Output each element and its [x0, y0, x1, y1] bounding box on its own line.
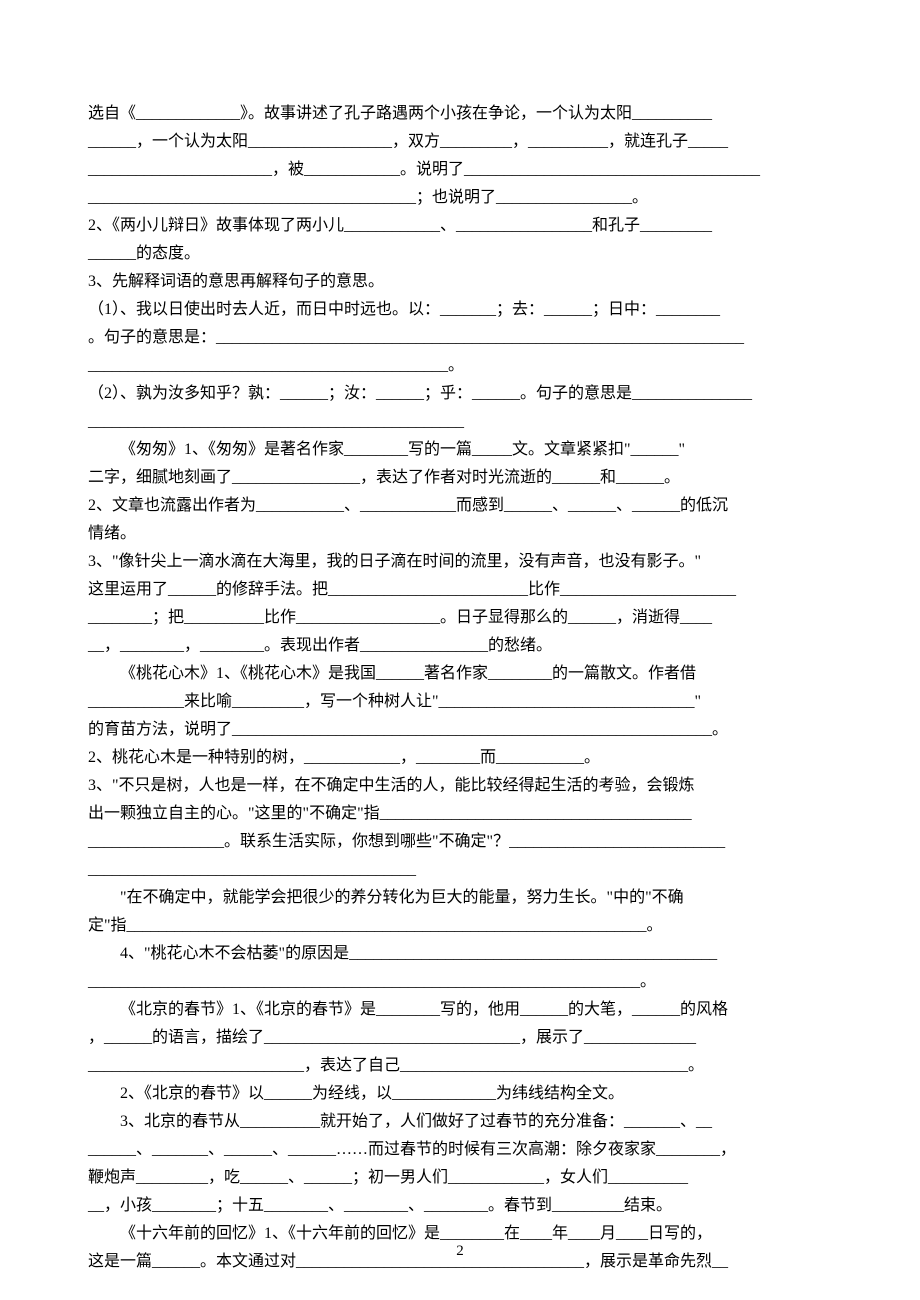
text-line: 二字，细腻地刻画了________________，表达了作者对时光流逝的___… [88, 464, 832, 492]
text-line: 3、北京的春节从__________就开始了，人们做好了过春节的充分准备：___… [88, 1108, 832, 1136]
text-line: ，______的语言，描绘了__________________________… [88, 1024, 832, 1052]
document-page: 选自《_____________》。故事讲述了孔子路遇两个小孩在争论，一个认为太… [0, 0, 920, 1300]
text-line: 2、文章也流露出作者为___________、____________而感到__… [88, 492, 832, 520]
text-line: __，小孩________；十五________、________、______… [88, 1192, 832, 1220]
text-line: 《北京的春节》1、《北京的春节》是________写的，他用______的大笔，… [88, 996, 832, 1024]
text-line: ______，一个认为太阳__________________，双方______… [88, 128, 832, 156]
text-line: 的育苗方法，说明了_______________________________… [88, 716, 832, 744]
text-line: ____________来比喻_________，写一个种树人让"_______… [88, 688, 832, 716]
text-line: 3、先解释词语的意思再解释句子的意思。 [88, 268, 832, 296]
text-line: ________________________________________… [88, 856, 832, 884]
text-line: ___________________________，表达了自己_______… [88, 1052, 832, 1080]
text-line: ________；把__________比作__________________… [88, 604, 832, 632]
text-line: 。句子的意思是：________________________________… [88, 324, 832, 352]
text-line: （1）、我以日使出时去人近，而日中时远也。以：_______；去：______；… [88, 296, 832, 324]
text-line: 选自《_____________》。故事讲述了孔子路遇两个小孩在争论，一个认为太… [88, 100, 832, 128]
text-line: ________________________________________… [88, 184, 832, 212]
text-line: （2）、孰为汝多知乎？孰：______；汝：______；乎：______。句子… [88, 380, 832, 408]
text-line: _________________。联系生活实际，你想到哪些"不确定"？____… [88, 828, 832, 856]
text-line: "在不确定中，就能学会把很少的养分转化为巨大的能量，努力生长。"中的"不确 [88, 884, 832, 912]
text-line: 出一颗独立自主的心。"这里的"不确定"指____________________… [88, 800, 832, 828]
text-line: 2、桃花心木是一种特别的树，____________，________而____… [88, 744, 832, 772]
text-line: 定"指_____________________________________… [88, 912, 832, 940]
text-line: 2、《两小儿辩日》故事体现了两小儿____________、__________… [88, 212, 832, 240]
text-line: ______、_______、______、______……而过春节的时候有三次… [88, 1136, 832, 1164]
text-line: ________________________________________… [88, 968, 832, 996]
text-line: 2、《北京的春节》以______为经线，以_____________为纬线结构全… [88, 1080, 832, 1108]
text-line: 《匆匆》1、《匆匆》是著名作家________写的一篇_____文。文章紧紧扣"… [88, 436, 832, 464]
text-line: 鞭炮声_________，吃______、______；初一男人们_______… [88, 1164, 832, 1192]
text-line: 3、"不只是树，人也是一样，在不确定中生活的人，能比较经得起生活的考验，会锻炼 [88, 772, 832, 800]
text-line: __，________，________。表现出作者______________… [88, 632, 832, 660]
text-line: ________________________________________… [88, 408, 832, 436]
text-line: 这里运用了______的修辞手法。把______________________… [88, 576, 832, 604]
text-line: 《桃花心木》1、《桃花心木》是我国______著名作家________的一篇散文… [88, 660, 832, 688]
document-content: 选自《_____________》。故事讲述了孔子路遇两个小孩在争论，一个认为太… [88, 100, 832, 1276]
text-line: 4、"桃花心木不会枯萎"的原因是________________________… [88, 940, 832, 968]
page-number: 2 [0, 1243, 920, 1260]
text-line: ______的态度。 [88, 240, 832, 268]
text-line: 情绪。 [88, 520, 832, 548]
text-line: _______________________，被____________。说明… [88, 156, 832, 184]
text-line: 3、"像针尖上一滴水滴在大海里，我的日子滴在时间的流里，没有声音，也没有影子。" [88, 548, 832, 576]
text-line: ________________________________________… [88, 352, 832, 380]
